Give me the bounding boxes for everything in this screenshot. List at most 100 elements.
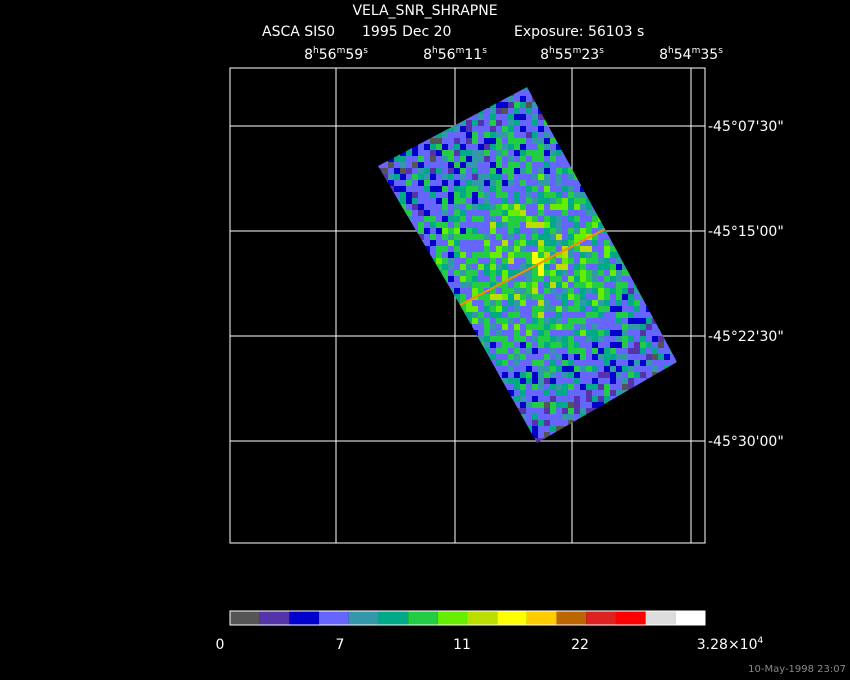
image-pixel [406,168,412,174]
image-pixel [568,270,574,276]
image-pixel [646,312,652,318]
image-pixel [550,198,556,204]
image-pixel [520,258,526,264]
image-pixel [460,294,466,300]
image-pixel [484,192,490,198]
image-pixel [412,192,418,198]
image-pixel [568,174,574,180]
image-pixel [508,282,514,288]
image-pixel [472,270,478,276]
image-pixel [580,378,586,384]
image-pixel [586,204,592,210]
image-pixel [484,342,490,348]
image-pixel [460,246,466,252]
image-pixel [484,336,490,342]
image-pixel [502,144,508,150]
image-pixel [646,372,652,378]
image-pixel [646,360,652,366]
image-pixel [520,126,526,132]
image-pixel [442,168,448,174]
image-pixel [574,246,580,252]
image-pixel [478,282,484,288]
image-pixel [538,168,544,174]
image-pixel [544,270,550,276]
image-pixel [556,348,562,354]
image-pixel [430,150,436,156]
image-pixel [418,210,424,216]
image-pixel [430,246,436,252]
image-pixel [448,252,454,258]
image-pixel [532,210,538,216]
image-pixel [550,324,556,330]
image-pixel [538,156,544,162]
image-pixel [556,228,562,234]
image-pixel [502,306,508,312]
image-pixel [412,222,418,228]
image-pixel [580,270,586,276]
image-pixel [478,234,484,240]
image-pixel [394,162,400,168]
image-pixel [526,162,532,168]
image-pixel [496,360,502,366]
image-pixel [550,282,556,288]
image-pixel [574,234,580,240]
image-pixel [550,234,556,240]
colorbar-swatch [497,611,527,625]
image-pixel [610,288,616,294]
image-pixel [472,222,478,228]
image-pixel [574,324,580,330]
image-pixel [490,198,496,204]
image-pixel [568,312,574,318]
image-pixel [520,222,526,228]
image-pixel [622,384,628,390]
image-pixel [640,372,646,378]
image-pixel [508,198,514,204]
image-pixel [544,132,550,138]
image-pixel [538,264,544,270]
image-pixel [604,372,610,378]
image-pixel [532,336,538,342]
image-pixel [646,348,652,354]
image-pixel [574,294,580,300]
superscript: s [482,46,487,56]
image-pixel [550,396,556,402]
image-pixel [526,282,532,288]
image-pixel [502,366,508,372]
image-pixel [628,384,634,390]
image-pixel [430,144,436,150]
image-pixel [580,228,586,234]
image-pixel [496,126,502,132]
image-pixel [640,342,646,348]
image-pixel [580,312,586,318]
image-pixel [496,342,502,348]
image-pixel [490,222,496,228]
image-pixel [466,306,472,312]
image-pixel [520,384,526,390]
image-pixel [574,306,580,312]
image-pixel [616,372,622,378]
image-pixel [580,402,586,408]
image-pixel [418,174,424,180]
image-pixel [544,366,550,372]
image-pixel [610,384,616,390]
image-pixel [496,276,502,282]
image-pixel [520,300,526,306]
image-pixel [466,138,472,144]
image-pixel [526,378,532,384]
image-pixel [520,264,526,270]
image-pixel [508,162,514,168]
image-pixel [538,438,544,443]
image-pixel [502,282,508,288]
image-pixel [472,324,478,330]
image-pixel [466,234,472,240]
image-pixel [484,198,490,204]
image-pixel [418,186,424,192]
image-pixel [634,366,640,372]
image-pixel [514,240,520,246]
image-pixel [544,288,550,294]
image-pixel [448,138,454,144]
image-pixel [430,210,436,216]
image-pixel [604,378,610,384]
image-pixel [484,204,490,210]
image-pixel [406,192,412,198]
